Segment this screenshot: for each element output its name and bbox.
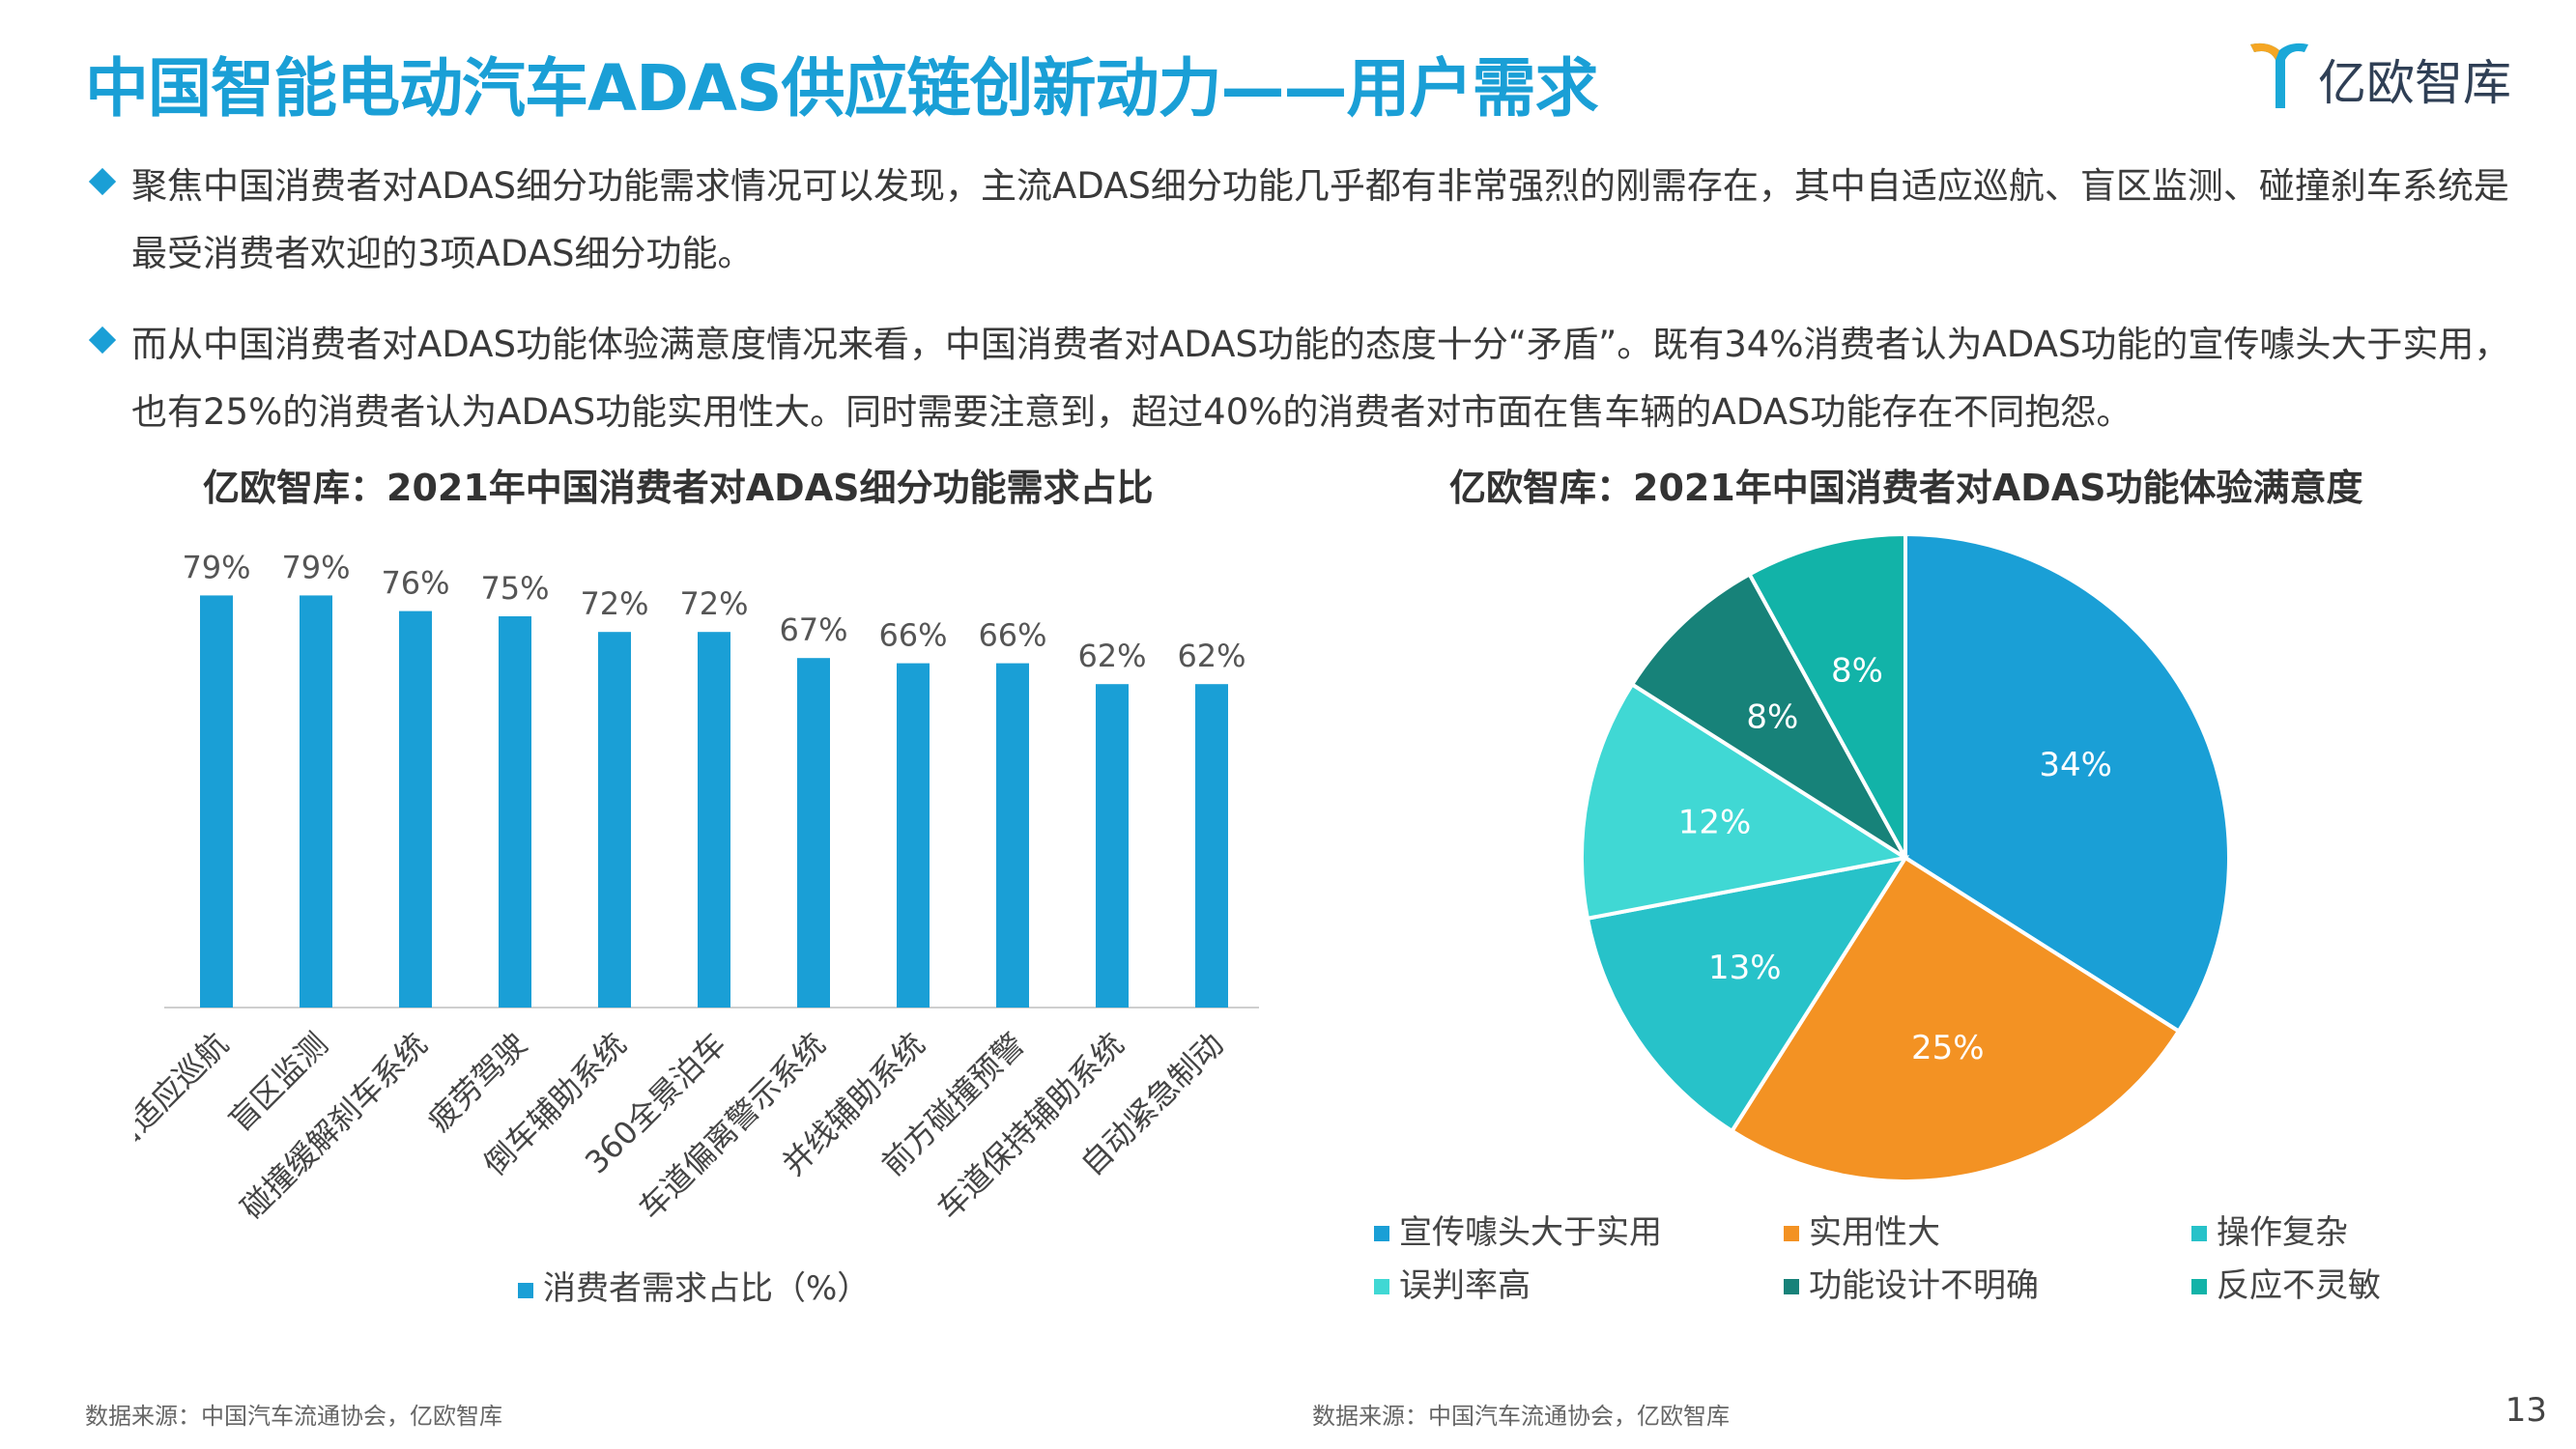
- bar-data-label: 79%: [281, 549, 350, 585]
- legend-swatch: [1784, 1279, 1799, 1294]
- bar-data-label: 66%: [978, 617, 1046, 654]
- pie-slice: [1580, 681, 1911, 922]
- legend-label: 消费者需求占比（%）: [543, 1269, 870, 1308]
- bar: [698, 632, 730, 1008]
- pie-slice: [1746, 531, 1907, 859]
- legend-swatch: [1784, 1226, 1799, 1241]
- page-title: 中国智能电动汽车ADAS供应链创新动力——用户需求: [85, 51, 1598, 126]
- bullet-diamond-icon: [88, 167, 117, 196]
- legend-swatch: [2191, 1226, 2207, 1241]
- legend-label: 宣传噱头大于实用: [1399, 1213, 1662, 1252]
- bullet-item: 聚焦中国消费者对ADAS细分功能需求情况可以发现，主流ADAS细分功能几乎都有非…: [85, 153, 2520, 288]
- legend-label: 操作复杂: [2217, 1213, 2348, 1252]
- bar-data-label: 75%: [480, 570, 549, 607]
- bar: [499, 616, 531, 1008]
- pie-data-label: 8%: [1831, 651, 1883, 690]
- bar: [1195, 684, 1228, 1008]
- bullet-item: 而从中国消费者对ADAS功能体验满意度情况来看，中国消费者对ADAS功能的态度十…: [85, 311, 2520, 446]
- bullet-text: 而从中国消费者对ADAS功能体验满意度情况来看，中国消费者对ADAS功能的态度十…: [131, 324, 2510, 433]
- x-tick-label: 碰撞缓解刹车系统: [234, 1026, 435, 1227]
- bar: [399, 611, 432, 1008]
- bar: [897, 663, 930, 1008]
- pie-data-label: 25%: [1911, 1029, 1985, 1067]
- bar-data-label: 72%: [580, 585, 648, 622]
- data-source-left: 数据来源：中国汽车流通协会，亿欧智库: [85, 1403, 502, 1430]
- bar: [598, 632, 631, 1008]
- logo-text: 亿欧智库: [2318, 55, 2511, 111]
- pie-slice: [1629, 571, 1907, 860]
- x-tick-label: 自适应巡航: [135, 1026, 236, 1161]
- pie-data-label: 13%: [1708, 949, 1782, 987]
- bar: [797, 658, 830, 1008]
- bar: [200, 595, 233, 1008]
- x-tick-label: 车道偏离警示系统: [632, 1026, 833, 1227]
- legend-label: 功能设计不明确: [1809, 1266, 2039, 1305]
- bar: [1096, 684, 1129, 1008]
- x-tick-label: 车道保持辅助系统: [930, 1026, 1131, 1227]
- bar-data-label: 76%: [381, 565, 449, 602]
- page-number: 13: [2504, 1391, 2547, 1430]
- bar-data-label: 79%: [182, 549, 250, 585]
- bar-data-label: 66%: [878, 617, 947, 654]
- logo-mark-icon: [2250, 43, 2308, 108]
- legend-label: 实用性大: [1809, 1213, 1940, 1252]
- legend-label: 反应不灵敏: [2217, 1266, 2381, 1305]
- bar: [300, 595, 332, 1008]
- legend-swatch: [2191, 1279, 2207, 1294]
- pie-slice: [1729, 855, 2182, 1183]
- data-source-right: 数据来源：中国汽车流通协会，亿欧智库: [1312, 1403, 1730, 1430]
- bar-data-label: 72%: [679, 585, 748, 622]
- bullet-diamond-icon: [88, 326, 117, 355]
- bar-chart-title: 亿欧智库：2021年中国消费者对ADAS细分功能需求占比: [203, 467, 1154, 509]
- legend-swatch: [518, 1283, 533, 1298]
- bar-data-label: 67%: [779, 611, 847, 648]
- pie-data-label: 34%: [2039, 746, 2112, 784]
- brand-logo: 亿欧智库: [2247, 37, 2527, 114]
- legend-swatch: [1374, 1279, 1389, 1294]
- pie-data-label: 12%: [1678, 803, 1752, 841]
- legend-label: 误判率高: [1399, 1266, 1531, 1305]
- legend-swatch: [1374, 1226, 1389, 1241]
- bullet-text: 聚焦中国消费者对ADAS细分功能需求情况可以发现，主流ADAS细分功能几乎都有非…: [131, 165, 2509, 274]
- pie-chart-title: 亿欧智库：2021年中国消费者对ADAS功能体验满意度: [1449, 467, 2363, 509]
- pie-data-label: 8%: [1746, 697, 1798, 736]
- pie-slice: [1585, 855, 1910, 1134]
- bar-chart: 79%自适应巡航79%盲区监测76%碰撞缓解刹车系统75%疲劳驾驶72%倒车辅助…: [135, 549, 1259, 1308]
- bar: [996, 663, 1029, 1008]
- bar-data-label: 62%: [1177, 638, 1245, 674]
- bar-data-label: 62%: [1077, 638, 1146, 674]
